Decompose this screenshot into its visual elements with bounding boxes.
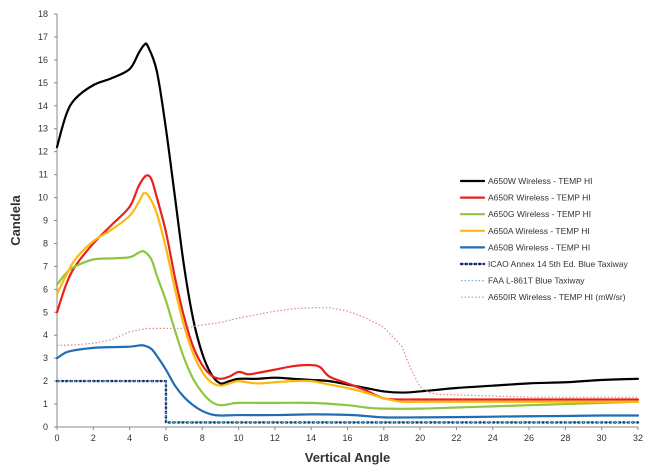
- legend-label-6: FAA L-861T Blue Taxiway: [488, 276, 585, 286]
- y-tick-label: 9: [43, 216, 48, 226]
- x-tick-label: 6: [163, 433, 168, 443]
- series-line-4: [55, 344, 640, 419]
- x-tick-label: 22: [451, 433, 461, 443]
- x-tick-label: 26: [524, 433, 534, 443]
- series-line-2: [55, 249, 640, 410]
- y-tick-label: 13: [38, 124, 48, 134]
- x-tick-label: 0: [54, 433, 59, 443]
- y-tick-label: 5: [43, 307, 48, 317]
- series-line-3: [55, 191, 640, 404]
- y-tick-label: 4: [43, 330, 48, 340]
- legend-label-4: A650B Wireless - TEMP HI: [488, 242, 590, 252]
- y-tick-label: 6: [43, 284, 48, 294]
- x-tick-label: 24: [488, 433, 498, 443]
- legend-label-3: A650A Wireless - TEMP HI: [488, 226, 590, 236]
- y-tick-label: 10: [38, 193, 48, 203]
- y-tick-label: 8: [43, 238, 48, 248]
- x-tick-label: 8: [200, 433, 205, 443]
- x-tick-label: 32: [633, 433, 643, 443]
- legend-label-2: A650G Wireless - TEMP HI: [488, 209, 591, 219]
- x-tick-label: 2: [91, 433, 96, 443]
- y-tick-label: 3: [43, 353, 48, 363]
- series: [55, 42, 640, 424]
- series-line-1: [55, 174, 640, 401]
- legend-label-1: A650R Wireless - TEMP HI: [488, 193, 591, 203]
- legend-label-5: ICAO Annex 14 5th Ed. Blue Taxiway: [488, 259, 628, 269]
- y-tick-label: 18: [38, 9, 48, 19]
- y-tick-label: 1: [43, 399, 48, 409]
- axes: [56, 14, 638, 428]
- y-tick-label: 15: [38, 78, 48, 88]
- x-tick-label: 20: [415, 433, 425, 443]
- y-tick-label: 12: [38, 147, 48, 157]
- series-line-0: [55, 42, 640, 394]
- legend: A650W Wireless - TEMP HI A650R Wireless -…: [459, 176, 628, 302]
- y-tick-label: 2: [43, 376, 48, 386]
- x-tick-label: 18: [379, 433, 389, 443]
- y-tick-label: 11: [39, 170, 48, 180]
- series-line-6: [57, 380, 638, 424]
- x-tick-label: 12: [270, 433, 280, 443]
- legend-label-7: A650IR Wireless - TEMP HI (mW/sr): [488, 292, 626, 302]
- legend-label-0: A650W Wireless - TEMP HI: [488, 176, 593, 186]
- x-tick-label: 16: [342, 433, 352, 443]
- y-tick-label: 17: [38, 32, 48, 42]
- y-tick-label: 7: [43, 261, 48, 271]
- x-tick-label: 14: [306, 433, 316, 443]
- y-axis-title: Candela: [8, 194, 23, 245]
- x-tick-label: 4: [127, 433, 132, 443]
- y-tick-label: 0: [43, 422, 48, 432]
- ticks: 0 2 4 6 8 10 12 14 16 18 20 22 24 26 28 30 3201234567891…: [38, 9, 643, 443]
- x-axis-title: Vertical Angle: [305, 450, 391, 465]
- y-tick-label: 14: [38, 101, 48, 111]
- x-tick-label: 10: [234, 433, 244, 443]
- x-tick-label: 28: [560, 433, 570, 443]
- y-tick-label: 16: [38, 55, 48, 65]
- x-tick-label: 30: [597, 433, 607, 443]
